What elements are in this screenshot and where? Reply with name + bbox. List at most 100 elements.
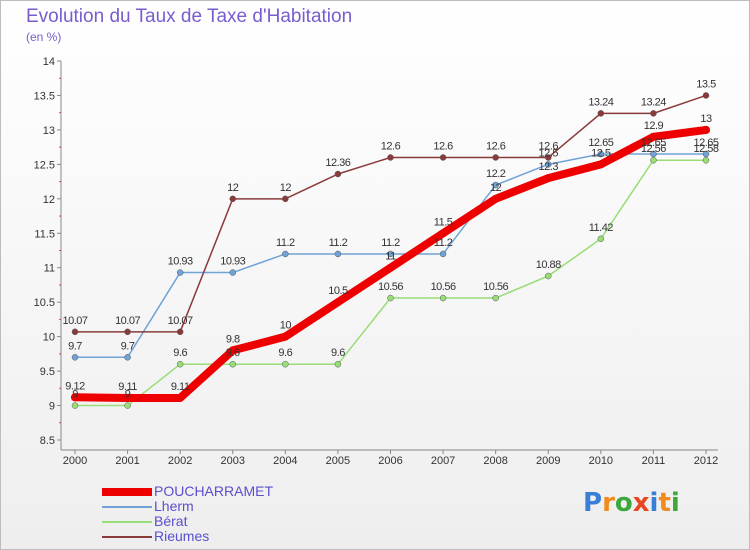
logo-letter: o: [614, 488, 633, 518]
data-label: 12.65: [693, 137, 718, 149]
data-point: [702, 92, 710, 99]
x-tick-label: 2008: [483, 455, 507, 467]
data-label: 11.5: [434, 216, 453, 228]
data-label: 9.7: [121, 340, 135, 352]
chart-title: Evolution du Taux de Taxe d'Habitation: [26, 6, 353, 27]
data-label: 12.6: [381, 140, 401, 152]
data-label: 13.24: [641, 96, 666, 108]
data-label: 10.93: [220, 256, 245, 268]
data-point: [124, 354, 131, 361]
data-label: 10.88: [536, 259, 561, 271]
data-point: [492, 154, 499, 161]
data-point: [597, 110, 605, 117]
data-point: [439, 154, 447, 161]
logo-letter: r: [602, 488, 615, 518]
data-label: 10.5: [328, 285, 348, 297]
data-label: 11.2: [434, 237, 453, 249]
data-point: [281, 332, 290, 341]
data-label: 10.07: [168, 315, 193, 327]
data-point: [386, 263, 395, 272]
y-tick-label: 9.5: [40, 366, 55, 378]
data-label: 12.5: [539, 147, 559, 159]
legend-swatch: [102, 520, 152, 523]
y-tick-label: 14: [43, 56, 55, 68]
data-point: [545, 272, 552, 280]
data-label: 9.6: [173, 347, 187, 359]
y-tick-label: 13.5: [34, 90, 55, 102]
data-label: 12.36: [325, 157, 350, 169]
x-tick-label: 2009: [536, 455, 560, 467]
data-point: [439, 250, 447, 258]
data-point: [545, 161, 552, 168]
data-label: 11: [385, 251, 396, 263]
data-label: 9.12: [65, 380, 85, 392]
x-tick-label: 2011: [642, 455, 666, 467]
data-point: [702, 156, 710, 164]
x-tick-label: 2012: [694, 455, 718, 467]
data-point: [124, 402, 131, 409]
data-label: 10: [280, 320, 292, 332]
data-point: [702, 150, 710, 158]
data-point: [334, 360, 342, 368]
data-label: 9: [125, 389, 131, 401]
data-label: 11.2: [381, 237, 400, 249]
data-point: [71, 354, 79, 361]
y-tick-label: 11.5: [34, 228, 55, 240]
data-point: [650, 150, 657, 158]
logo-letter: x: [632, 488, 650, 518]
data-point: [650, 156, 657, 164]
data-point: [596, 160, 605, 169]
y-tick-label: 10: [43, 332, 55, 344]
data-point: [176, 360, 184, 368]
data-label: 9.11: [118, 381, 137, 393]
data-label: 12.2: [486, 168, 506, 180]
data-point: [176, 269, 184, 276]
data-point: [228, 346, 237, 355]
x-tick-label: 2000: [63, 455, 87, 467]
chart-subtitle: (en %): [26, 30, 62, 44]
data-point: [491, 194, 500, 203]
y-tick-label: 9: [49, 401, 55, 413]
data-label: 10.07: [62, 315, 87, 327]
data-point: [439, 229, 448, 238]
data-point: [333, 298, 342, 307]
logo-letter: P: [583, 488, 603, 518]
data-label: 9: [72, 389, 78, 401]
x-tick-label: 2007: [431, 455, 455, 467]
data-point: [597, 235, 605, 243]
logo-letter: i: [649, 488, 659, 518]
data-label: 9.6: [226, 347, 240, 359]
data-label: 13.5: [696, 78, 716, 90]
proxiti-logo: Proxiti: [583, 488, 680, 518]
data-label: 12.56: [641, 143, 666, 155]
data-label: 10.56: [378, 281, 403, 293]
data-label: 9.8: [226, 333, 240, 345]
data-point: [282, 195, 289, 203]
y-tick-label: 8.5: [40, 435, 55, 447]
data-point: [334, 250, 342, 258]
data-point: [71, 402, 79, 409]
data-label: 13: [700, 113, 712, 125]
logo-letter: i: [670, 488, 680, 518]
data-point: [282, 360, 289, 368]
data-point: [71, 328, 79, 336]
data-label: 12.6: [486, 140, 506, 152]
legend-swatch: [102, 487, 152, 496]
legend-label: Rieumes: [154, 528, 210, 544]
y-tick-label: 12: [43, 194, 55, 206]
data-point: [71, 393, 79, 402]
data-point: [387, 250, 394, 258]
data-label: 9.11: [171, 381, 190, 393]
legend-swatch: [102, 505, 152, 508]
data-point: [124, 328, 131, 336]
data-point: [176, 328, 184, 336]
x-tick-label: 2010: [589, 455, 613, 467]
data-point: [282, 250, 289, 258]
data-point: [229, 360, 236, 368]
data-point: [123, 393, 132, 402]
data-point: [176, 393, 185, 402]
data-point: [229, 195, 236, 203]
data-label: 9.7: [68, 340, 82, 352]
data-label: 12.6: [433, 140, 453, 152]
